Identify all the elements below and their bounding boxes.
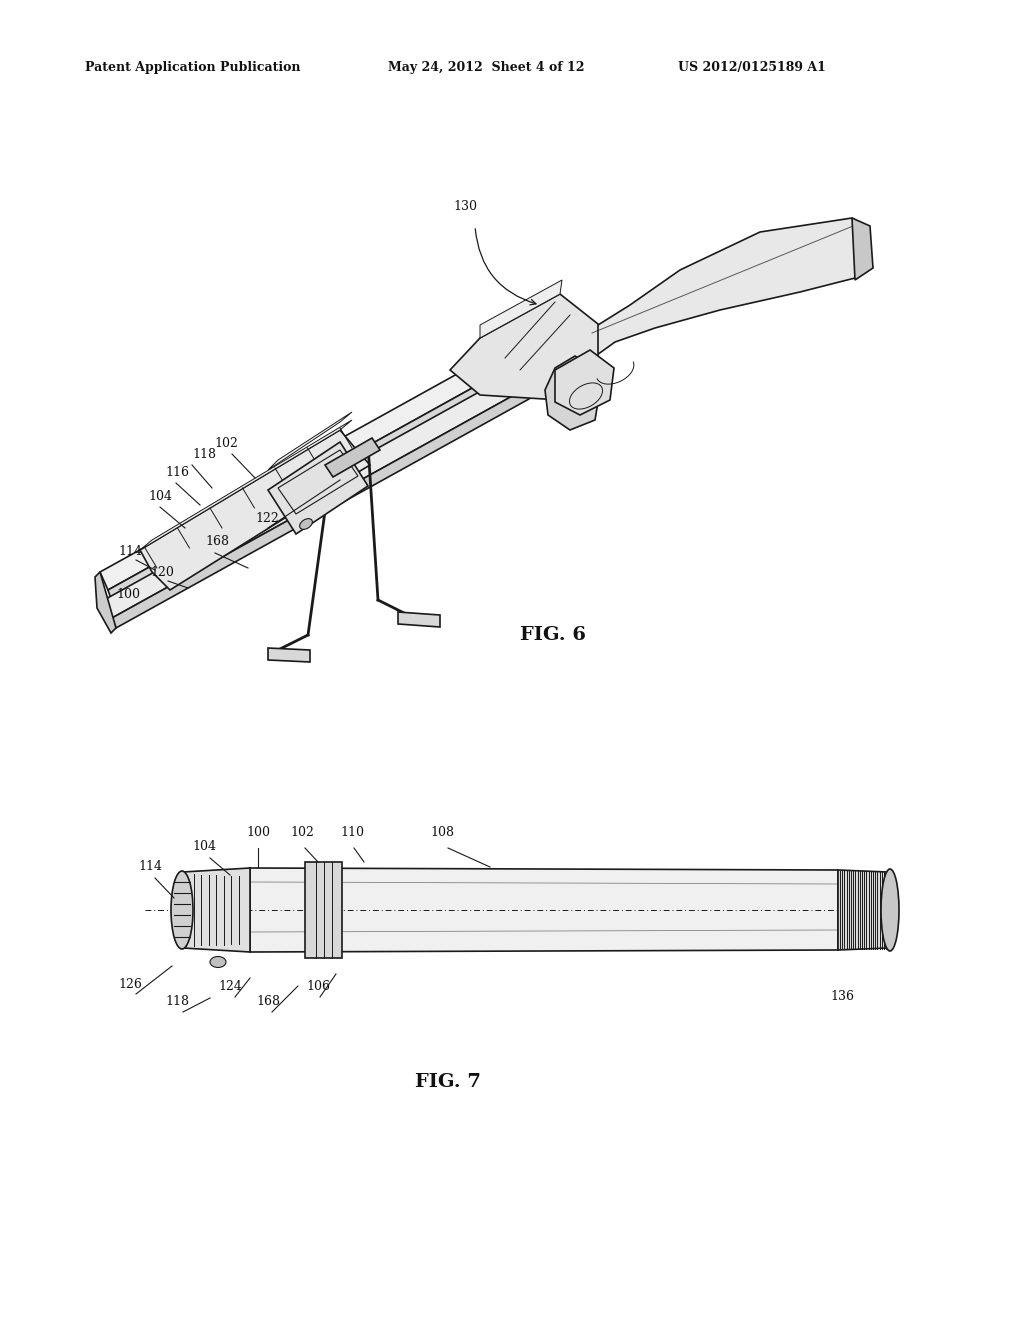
Polygon shape xyxy=(545,356,600,430)
Text: 168: 168 xyxy=(205,535,229,548)
Text: 126: 126 xyxy=(118,978,142,991)
Polygon shape xyxy=(268,442,368,535)
Text: 118: 118 xyxy=(193,447,216,461)
Polygon shape xyxy=(108,346,552,602)
Text: 100: 100 xyxy=(116,587,140,601)
Text: FIG. 7: FIG. 7 xyxy=(415,1073,481,1092)
Text: 168: 168 xyxy=(256,995,280,1008)
Text: 106: 106 xyxy=(306,979,330,993)
Text: 118: 118 xyxy=(165,995,189,1008)
Ellipse shape xyxy=(171,871,193,949)
Text: 102: 102 xyxy=(214,437,238,450)
Polygon shape xyxy=(398,612,440,627)
Polygon shape xyxy=(268,412,352,470)
Text: May 24, 2012  Sheet 4 of 12: May 24, 2012 Sheet 4 of 12 xyxy=(388,62,585,74)
Polygon shape xyxy=(183,869,250,952)
Polygon shape xyxy=(838,870,888,950)
Text: FIG. 6: FIG. 6 xyxy=(520,626,586,644)
Polygon shape xyxy=(555,350,614,414)
Polygon shape xyxy=(112,374,556,628)
Polygon shape xyxy=(95,572,116,634)
Polygon shape xyxy=(480,280,562,338)
Text: 104: 104 xyxy=(193,840,216,853)
Text: 120: 120 xyxy=(150,566,174,579)
Ellipse shape xyxy=(210,957,226,968)
Text: 124: 124 xyxy=(218,979,242,993)
Text: Patent Application Publication: Patent Application Publication xyxy=(85,62,300,74)
Text: 110: 110 xyxy=(340,826,364,840)
Polygon shape xyxy=(450,294,598,400)
Text: 108: 108 xyxy=(430,826,454,840)
Polygon shape xyxy=(100,327,548,590)
Text: 100: 100 xyxy=(246,826,270,840)
Polygon shape xyxy=(104,356,552,618)
Polygon shape xyxy=(852,218,873,280)
Polygon shape xyxy=(140,430,370,590)
Polygon shape xyxy=(305,862,342,958)
Text: 114: 114 xyxy=(138,861,162,873)
Text: US 2012/0125189 A1: US 2012/0125189 A1 xyxy=(678,62,826,74)
Ellipse shape xyxy=(300,519,312,529)
Ellipse shape xyxy=(881,869,899,950)
Text: 104: 104 xyxy=(148,490,172,503)
Polygon shape xyxy=(268,648,310,663)
Polygon shape xyxy=(250,869,838,952)
Text: 102: 102 xyxy=(290,826,314,840)
Text: 122: 122 xyxy=(255,512,279,525)
Polygon shape xyxy=(590,218,870,360)
Text: 136: 136 xyxy=(830,990,854,1003)
Text: 116: 116 xyxy=(165,466,189,479)
Polygon shape xyxy=(140,420,352,550)
Text: 130: 130 xyxy=(453,201,477,213)
Text: 114: 114 xyxy=(118,545,142,558)
Polygon shape xyxy=(325,438,380,477)
